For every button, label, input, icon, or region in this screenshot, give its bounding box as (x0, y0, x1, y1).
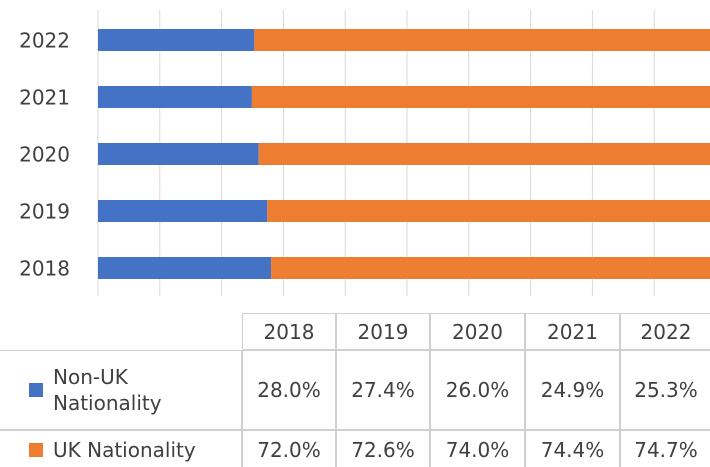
legend-swatch (29, 442, 43, 457)
bar-segment (98, 200, 268, 222)
bar-segment (98, 86, 252, 108)
legend-cell: UK Nationality (0, 430, 242, 467)
table-header: 2022 (620, 313, 710, 350)
y-tick-label: 2021 (19, 86, 70, 110)
table-value: 72.6% (336, 430, 430, 467)
y-tick-label: 2019 (19, 200, 70, 224)
table-value: 74.4% (525, 430, 620, 467)
bar-segment (98, 29, 255, 51)
bar-segment (267, 200, 710, 222)
table-header: 2020 (430, 313, 525, 350)
table-value: 74.0% (430, 430, 525, 467)
table-value: 72.0% (242, 430, 336, 467)
table-value: 24.9% (525, 350, 620, 430)
plot: 2018 2019 2020 2021 2022 (19, 10, 710, 296)
legend-cell: Non-UK Nationality (0, 350, 242, 430)
y-tick-label: 2018 (19, 257, 70, 281)
table-header: 2019 (336, 313, 430, 350)
bar-segment (98, 143, 259, 165)
table-value: 28.0% (242, 350, 336, 430)
bar-segment (254, 29, 710, 51)
table-value: 74.7% (620, 430, 710, 467)
legend-label: Non-UK Nationality (53, 365, 162, 415)
legend-label: UK Nationality (53, 437, 196, 462)
table-header: 2021 (525, 313, 620, 350)
table-value: 25.3% (620, 350, 710, 430)
y-tick-label: 2020 (19, 143, 70, 167)
bar-segment (258, 143, 710, 165)
bar-segment (251, 86, 710, 108)
bar-segment (271, 257, 710, 279)
bar-segment (98, 257, 272, 279)
table-header: 2018 (242, 313, 336, 350)
table-value: 27.4% (336, 350, 430, 430)
legend-swatch (29, 383, 43, 397)
table-value: 26.0% (430, 350, 525, 430)
y-tick-label: 2022 (19, 29, 70, 53)
